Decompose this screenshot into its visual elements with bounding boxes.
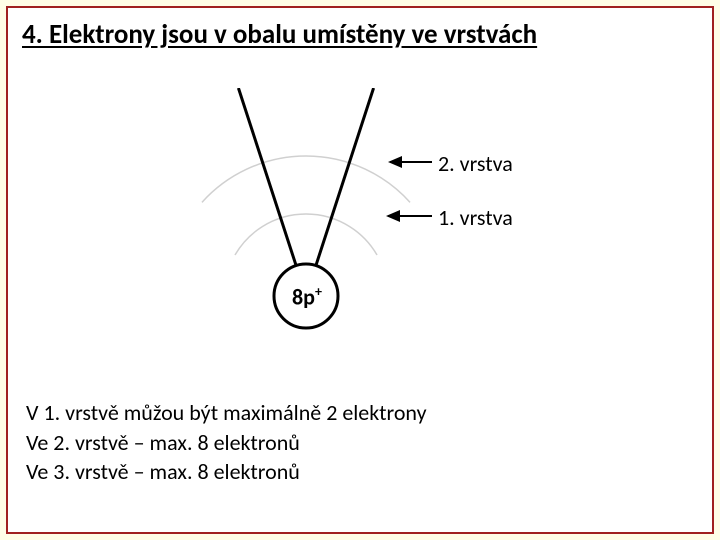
shell-1 <box>235 214 377 255</box>
page-background: 4. Elektrony jsou v obalu umístěny ve vr… <box>0 0 720 540</box>
nucleus-sup: + <box>315 283 322 300</box>
slide-title: 4. Elektrony jsou v obalu umístěny ve vr… <box>22 18 537 51</box>
shell-2 <box>202 156 410 202</box>
atom-diagram: 2. vrstva 1. vrstva 8p+ <box>8 88 712 338</box>
body-line-3: Ve 3. vrstvě – max. 8 elektronů <box>26 457 427 487</box>
body-text: V 1. vrstvě můžou být maximálně 2 elektr… <box>26 398 427 487</box>
atom-svg <box>8 88 720 348</box>
shell-2-label: 2. vrstva <box>438 150 513 177</box>
body-line-2: Ve 2. vrstvě – max. 8 elektronů <box>26 428 427 458</box>
nucleus-base: 8p <box>292 283 315 310</box>
nucleus-label: 8p+ <box>287 283 327 310</box>
content-panel: 4. Elektrony jsou v obalu umístěny ve vr… <box>6 6 714 534</box>
shell-1-label: 1. vrstva <box>438 204 513 231</box>
body-line-1: V 1. vrstvě můžou být maximálně 2 elektr… <box>26 398 427 428</box>
